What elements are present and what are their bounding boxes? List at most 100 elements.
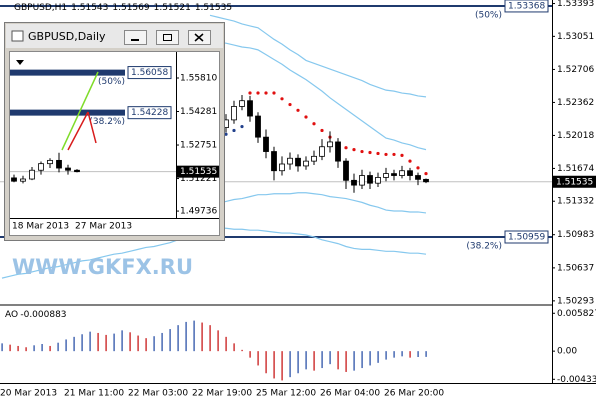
close-icon bbox=[194, 33, 204, 42]
ao-bar bbox=[33, 345, 35, 352]
candle-body bbox=[11, 177, 17, 182]
sar-dot bbox=[232, 128, 236, 133]
ao-bar bbox=[1, 343, 3, 352]
ao-bar bbox=[185, 321, 187, 352]
ao-bar bbox=[297, 351, 299, 374]
candle-body bbox=[359, 175, 365, 186]
ao-bar bbox=[409, 351, 411, 358]
x-tick-label: 25 Mar 12:00 bbox=[256, 389, 316, 399]
candle-body bbox=[47, 159, 53, 165]
y-tick-label: -0.00433 bbox=[557, 375, 596, 385]
band-line bbox=[209, 14, 427, 98]
last-price-box bbox=[177, 165, 219, 178]
window-title: GBPUSD,Daily bbox=[28, 30, 106, 43]
y-tick-label: 1.50293 bbox=[557, 296, 594, 306]
y-tick-label: 1.50637 bbox=[557, 263, 594, 273]
sar-dot bbox=[376, 151, 380, 156]
low-value: 1.51521 bbox=[154, 3, 191, 13]
candle-body bbox=[391, 173, 397, 176]
level-tag: (38.2%) bbox=[89, 117, 125, 127]
sar-dot bbox=[296, 108, 300, 112]
ao-bar bbox=[257, 351, 259, 366]
y-tick-label: 1.55810 bbox=[180, 74, 217, 84]
ao-bar bbox=[137, 335, 139, 352]
y-tick-label: 1.49736 bbox=[180, 207, 217, 217]
sar-dot bbox=[256, 91, 260, 95]
ao-bar bbox=[217, 330, 219, 352]
sar-dot bbox=[408, 159, 412, 163]
ao-bar bbox=[89, 331, 91, 352]
sar-dot bbox=[368, 150, 372, 155]
ao-bar bbox=[401, 351, 403, 357]
level-label: 1.56058 bbox=[131, 68, 168, 78]
last-price-box bbox=[553, 175, 596, 188]
ao-bar bbox=[361, 351, 363, 369]
candle-body bbox=[415, 175, 421, 180]
ao-bar bbox=[65, 339, 67, 352]
level-label: 1.53368 bbox=[508, 1, 545, 11]
maximize-button[interactable] bbox=[156, 30, 179, 45]
sar-dot bbox=[272, 91, 276, 95]
ao-title: AO bbox=[5, 310, 18, 320]
candle-body bbox=[407, 170, 413, 176]
x-tick-label: 20 Mar 2013 bbox=[0, 389, 57, 399]
candle-body bbox=[38, 163, 44, 171]
ao-bar bbox=[169, 329, 171, 352]
ao-bar bbox=[105, 334, 107, 352]
ao-bar bbox=[385, 351, 387, 360]
y-tick-label: 1.52018 bbox=[557, 131, 594, 141]
sar-dot bbox=[248, 91, 252, 95]
candle-body bbox=[65, 167, 71, 171]
ao-bar bbox=[377, 351, 379, 363]
inset-plot-background bbox=[9, 51, 220, 236]
ao-header: AO -0.000883 bbox=[5, 310, 67, 320]
y-tick-label: 1.52751 bbox=[180, 141, 217, 151]
ao-bar bbox=[337, 351, 339, 370]
ao-bar bbox=[393, 351, 395, 358]
ao-bar bbox=[41, 344, 43, 352]
sar-dot bbox=[240, 125, 244, 129]
sar-dot bbox=[304, 115, 308, 119]
candle-body bbox=[279, 163, 285, 172]
ao-bar bbox=[113, 333, 115, 352]
sar-dot bbox=[264, 91, 268, 95]
open-value: 1.51543 bbox=[71, 3, 108, 13]
candle-body bbox=[311, 155, 317, 162]
sar-dot bbox=[312, 122, 316, 126]
candle-body bbox=[56, 159, 62, 169]
watermark: WWW.GKFX.RU bbox=[12, 255, 193, 279]
ao-bar bbox=[73, 336, 75, 352]
sar-dot bbox=[320, 128, 324, 133]
level-box bbox=[504, 230, 549, 244]
minimize-button[interactable] bbox=[124, 30, 147, 45]
ao-bar bbox=[97, 332, 99, 352]
level-box bbox=[127, 66, 172, 80]
band-line bbox=[209, 192, 427, 214]
band-line bbox=[209, 39, 427, 151]
candle-body bbox=[303, 160, 309, 167]
y-tick-label: 1.51221 bbox=[180, 174, 217, 184]
candle-body bbox=[351, 179, 357, 186]
level-tag: (38.2%) bbox=[466, 241, 502, 251]
window-icon bbox=[11, 30, 24, 42]
level-tag: (50%) bbox=[475, 10, 502, 20]
candle-body bbox=[231, 106, 237, 121]
close-value: 1.51535 bbox=[195, 3, 232, 13]
ao-bar bbox=[281, 351, 283, 381]
fibo-line bbox=[87, 111, 97, 144]
y-tick-label: 1.52706 bbox=[557, 65, 594, 75]
last-price-label: 1.51535 bbox=[180, 167, 217, 177]
x-tick-label: 21 Mar 11:00 bbox=[64, 389, 124, 399]
ao-bar bbox=[81, 334, 83, 352]
ao-bar bbox=[345, 351, 347, 372]
candle-body bbox=[239, 100, 245, 107]
sar-dot bbox=[392, 152, 396, 157]
candle-body bbox=[399, 170, 405, 176]
ao-bar bbox=[265, 351, 267, 374]
y-tick-label: 1.51674 bbox=[557, 164, 594, 174]
sar-dot bbox=[384, 152, 388, 157]
level-label: 1.50959 bbox=[508, 232, 545, 242]
